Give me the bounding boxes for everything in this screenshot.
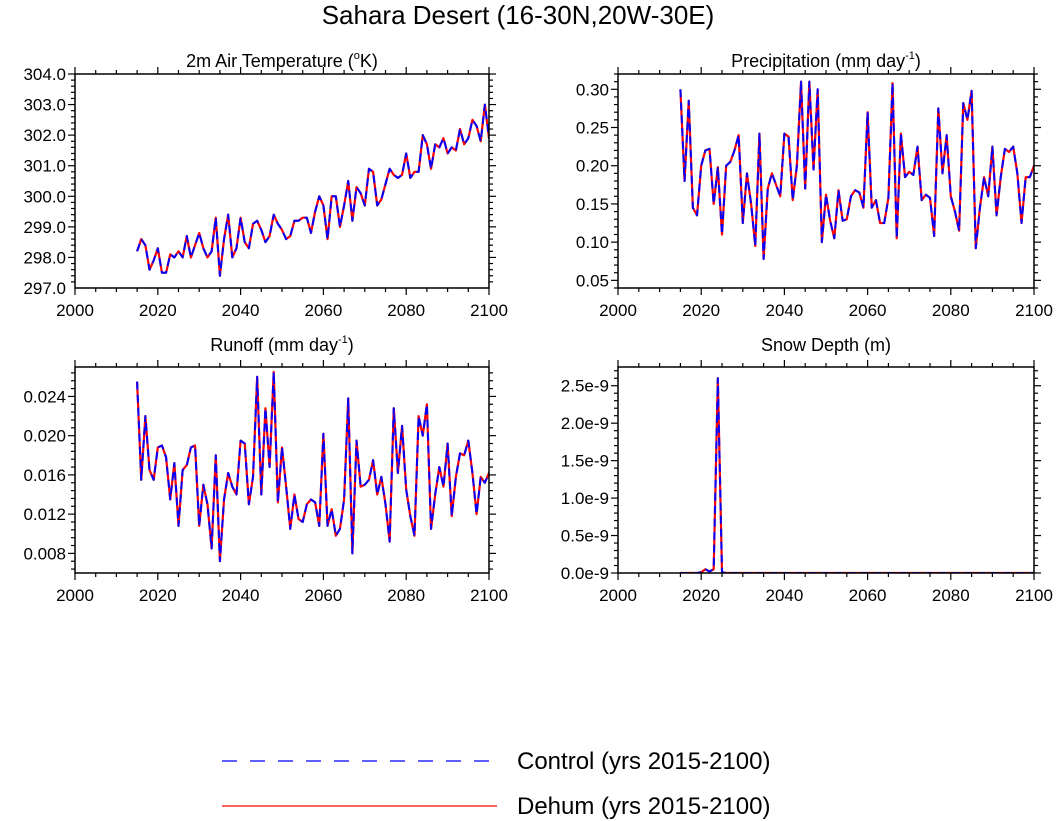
x-tick-label: 2040 [222, 586, 260, 605]
y-tick-label: 0.15 [576, 195, 609, 214]
y-tick-label: 304.0 [23, 65, 66, 84]
x-tick-label: 2000 [599, 301, 637, 320]
x-tick-label: 2000 [56, 586, 94, 605]
y-tick-label: 0.5e-9 [561, 527, 609, 546]
x-tick-label: 2060 [849, 301, 887, 320]
y-tick-label: 303.0 [23, 96, 66, 115]
x-tick-label: 2080 [387, 301, 425, 320]
x-tick-label: 2020 [682, 586, 720, 605]
chart-panel-3: Snow Depth (m) 2000 2020 2040 2060 2080 2100 0.… [561, 335, 1053, 605]
y-tick-label: 2.5e-9 [561, 377, 609, 396]
x-tick-label: 2040 [765, 586, 803, 605]
x-tick-label: 2060 [849, 586, 887, 605]
y-tick-label: 0.20 [576, 157, 609, 176]
x-tick-label: 2100 [1015, 586, 1053, 605]
y-tick-label: 0.024 [23, 387, 66, 406]
legend: Control (yrs 2015-2100) Dehum (yrs 2015-2… [222, 748, 770, 820]
y-tick-label: 300.0 [23, 187, 66, 206]
legend-label: Dehum (yrs 2015-2100) [517, 793, 770, 820]
chart-panel-1: Precipitation (mm day-1) 2000 2020 2040 2060… [576, 50, 1053, 320]
legend-label: Control (yrs 2015-2100) [517, 748, 770, 775]
y-tick-label: 297.0 [23, 279, 66, 298]
chart-panel-0: 2m Air Temperature (oK) 2000 2020 2040 2060 2… [23, 50, 507, 320]
x-tick-label: 2020 [139, 586, 177, 605]
x-tick-label: 2000 [56, 301, 94, 320]
x-tick-label: 2080 [932, 586, 970, 605]
y-tick-label: 0.008 [23, 544, 66, 563]
y-tick-label: 1.0e-9 [561, 489, 609, 508]
x-tick-label: 2020 [139, 301, 177, 320]
y-tick-label: 1.5e-9 [561, 452, 609, 471]
chart-panel-2: Runoff (mm day-1) 2000 2020 2040 2060 2080 210… [23, 334, 507, 605]
x-tick-label: 2040 [222, 301, 260, 320]
y-tick-label: 0.012 [23, 505, 66, 524]
y-tick-label: 302.0 [23, 126, 66, 145]
x-tick-label: 2080 [387, 586, 425, 605]
x-tick-label: 2060 [304, 586, 342, 605]
x-tick-label: 2020 [682, 301, 720, 320]
control-series-line [136, 103, 489, 277]
y-tick-label: 0.020 [23, 427, 66, 446]
y-tick-label: 0.25 [576, 119, 609, 138]
x-tick-label: 2100 [470, 586, 508, 605]
control-series-line [680, 377, 1034, 573]
x-tick-label: 2100 [1015, 301, 1053, 320]
plot-frame [74, 73, 490, 289]
x-tick-label: 2040 [765, 301, 803, 320]
panel-title: Precipitation (mm day-1) [731, 50, 921, 71]
y-tick-label: 0.30 [576, 80, 609, 99]
y-tick-label: 301.0 [23, 157, 66, 176]
control-series-line [136, 370, 489, 563]
plot-frame [617, 366, 1035, 574]
y-tick-label: 0.05 [576, 271, 609, 290]
y-tick-label: 2.0e-9 [561, 414, 609, 433]
x-tick-label: 2060 [304, 301, 342, 320]
control-series-line [679, 80, 1034, 260]
panels: 2m Air Temperature (oK) 2000 2020 2040 2060 2… [23, 50, 1052, 605]
dehum-series-line [679, 80, 1034, 261]
y-tick-label: 0.016 [23, 466, 66, 485]
panel-title: 2m Air Temperature (oK) [186, 50, 378, 71]
x-tick-label: 2000 [599, 586, 637, 605]
x-tick-label: 2100 [470, 301, 508, 320]
panel-title: Snow Depth (m) [761, 335, 891, 355]
y-tick-label: 299.0 [23, 218, 66, 237]
legend-item-1: Dehum (yrs 2015-2100) [222, 793, 770, 820]
figure-title: Sahara Desert (16-30N,20W-30E) [322, 0, 715, 30]
dehum-series-line [680, 377, 1034, 573]
x-tick-label: 2080 [932, 301, 970, 320]
y-tick-label: 0.0e-9 [561, 564, 609, 583]
y-tick-label: 0.10 [576, 233, 609, 252]
legend-item-0: Control (yrs 2015-2100) [222, 748, 770, 775]
panel-title: Runoff (mm day-1) [210, 334, 354, 355]
y-tick-label: 298.0 [23, 248, 66, 267]
